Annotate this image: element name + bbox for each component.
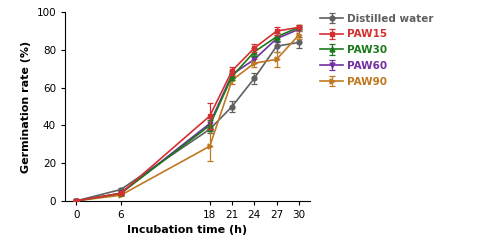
X-axis label: Incubation time (h): Incubation time (h) (128, 225, 248, 235)
Legend: Distilled water, PAW15, PAW30, PAW60, PAW90: Distilled water, PAW15, PAW30, PAW60, PA… (320, 14, 434, 86)
Y-axis label: Germination rate (%): Germination rate (%) (21, 40, 31, 173)
